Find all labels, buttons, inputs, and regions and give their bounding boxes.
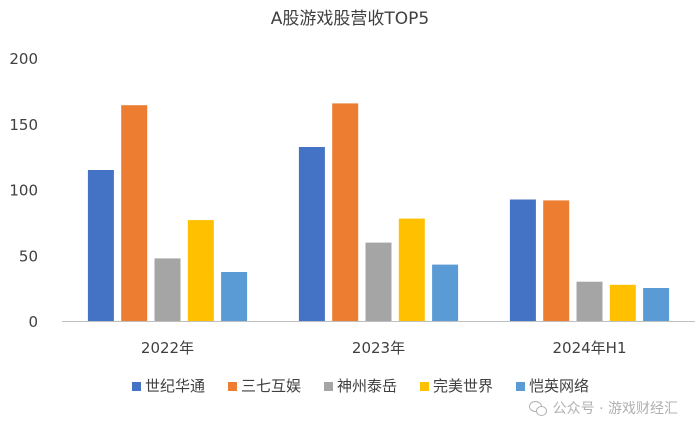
bar-2-1: [121, 105, 148, 321]
bar-2-2: [332, 103, 359, 322]
bar-3-2: [365, 242, 392, 321]
y-tick-label: 100: [9, 182, 38, 200]
bar-1-2: [298, 147, 325, 321]
bar-5-3: [643, 288, 670, 321]
chart-title: A股游戏股营收TOP5: [271, 9, 429, 29]
bar-2-3: [543, 200, 570, 321]
y-tick-label: 200: [9, 50, 38, 68]
bar-5-2: [432, 264, 459, 321]
bar-4-3: [609, 284, 636, 321]
watermark-text: 公众号 · 游戏财经汇: [552, 401, 678, 417]
bar-3-3: [576, 281, 603, 321]
legend-swatch: [420, 382, 429, 391]
bar-1-3: [509, 199, 536, 321]
wechat-icon: [528, 400, 547, 416]
y-tick-label: 0: [28, 313, 38, 331]
bar-4-1: [187, 220, 214, 321]
legend-label: 恺英网络: [529, 377, 589, 395]
y-tick-label: 50: [19, 247, 38, 265]
x-tick-label: 2023年: [352, 339, 405, 357]
bar-4-2: [398, 218, 425, 321]
legend-label: 世纪华通: [145, 377, 205, 395]
legend-swatch: [516, 382, 525, 391]
legend-swatch: [132, 382, 141, 391]
bar-3-1: [154, 258, 181, 321]
watermark: 公众号 · 游戏财经汇: [528, 398, 678, 418]
legend-swatch: [324, 382, 333, 391]
legend-swatch: [228, 382, 237, 391]
legend-label: 完美世界: [433, 377, 493, 395]
bar-5-1: [221, 272, 248, 321]
x-tick-label: 2024年H1: [553, 339, 627, 357]
legend-label: 神州泰岳: [337, 377, 397, 395]
legend-label: 三七互娱: [241, 377, 301, 395]
x-tick-label: 2022年: [141, 339, 194, 357]
y-tick-label: 150: [9, 116, 38, 134]
bar-1-1: [87, 170, 114, 321]
